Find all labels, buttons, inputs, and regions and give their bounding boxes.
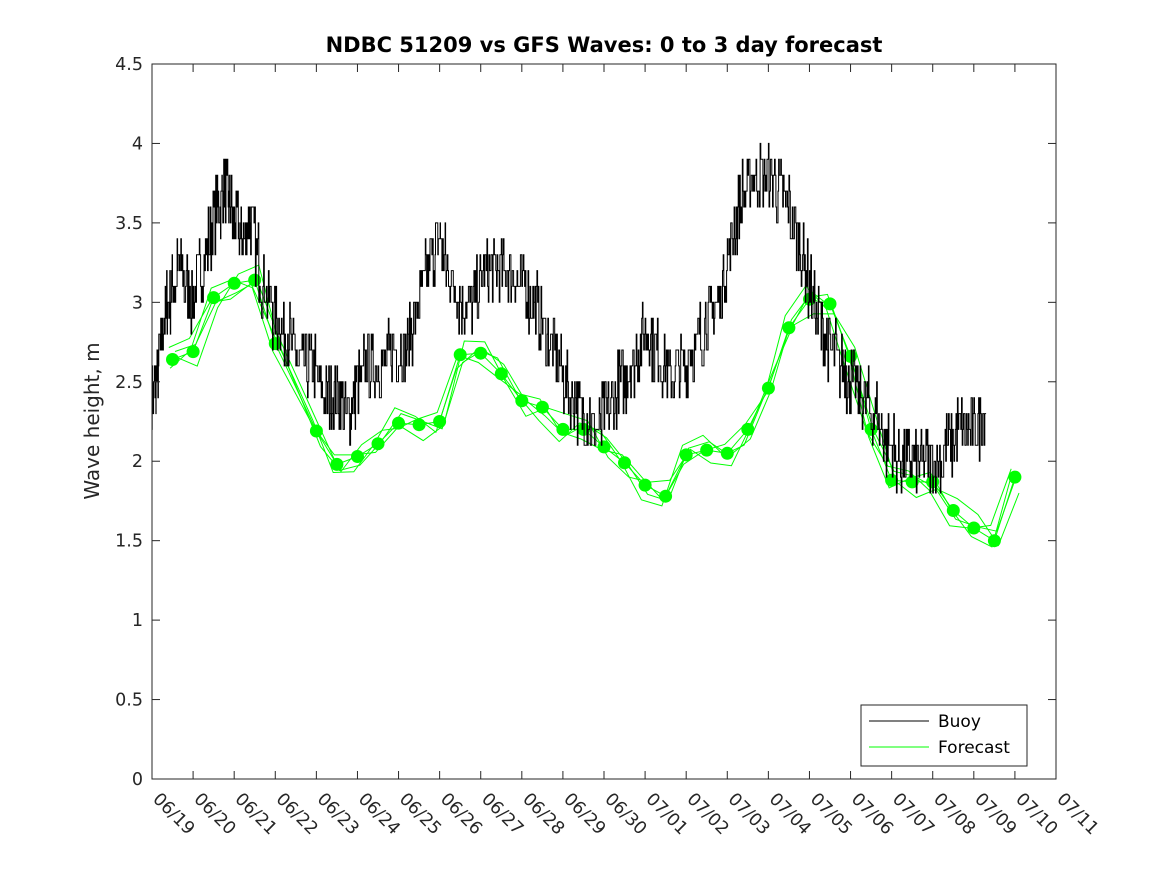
- forecast-point: [987, 534, 1001, 548]
- forecast-point: [823, 297, 837, 311]
- x-tick-label: 07/02: [683, 789, 733, 839]
- forecast-point: [433, 415, 447, 428]
- x-tick-label: 06/29: [559, 789, 609, 839]
- forecast-point: [166, 353, 179, 366]
- series-line-buoy: [151, 142, 987, 494]
- x-tick-label: 06/24: [354, 789, 404, 839]
- series-line-forecast: [168, 282, 1012, 529]
- legend: Buoy Forecast: [860, 704, 1028, 767]
- forecast-point: [494, 367, 508, 381]
- forecast-point: [761, 381, 775, 395]
- x-tick-label: 06/25: [395, 789, 445, 839]
- legend-label-forecast: Forecast: [938, 738, 1010, 758]
- x-tick-label: 06/28: [518, 789, 568, 839]
- chart-title: NDBC 51209 vs GFS Waves: 0 to 3 day fore…: [326, 33, 883, 57]
- x-tick-label: 06/19: [148, 789, 198, 839]
- forecast-point: [207, 291, 221, 305]
- forecast-point: [474, 346, 488, 360]
- x-tick-label: 07/07: [888, 789, 938, 839]
- legend-label-buoy: Buoy: [938, 712, 981, 732]
- forecast-point: [248, 273, 262, 287]
- forecast-point: [700, 443, 714, 457]
- x-tick-label: 06/21: [231, 789, 281, 839]
- x-tick-label: 07/10: [1011, 789, 1061, 839]
- y-tick-label: 2.5: [115, 373, 143, 393]
- y-tick-label: 4.5: [115, 55, 143, 75]
- x-tick-label: 06/26: [436, 789, 486, 839]
- y-tick-label: 4: [132, 134, 143, 154]
- y-tick-label: 2: [132, 452, 143, 472]
- forecast-point: [638, 478, 652, 492]
- forecast-point: [309, 424, 323, 438]
- forecast-point: [515, 394, 529, 408]
- y-tick-label: 1: [132, 611, 143, 631]
- forecast-point: [597, 440, 611, 454]
- forecast-point: [679, 448, 693, 462]
- forecast-point: [227, 276, 241, 290]
- forecast-point: [556, 422, 570, 436]
- forecast-point: [741, 422, 755, 436]
- forecast-point: [330, 457, 344, 471]
- y-tick-label: 1.5: [115, 532, 143, 552]
- x-tick-label: 06/23: [313, 789, 363, 839]
- x-tick-label: 06/27: [477, 789, 527, 839]
- forecast-point: [720, 446, 734, 460]
- x-tick-label: 07/04: [765, 789, 815, 839]
- forecast-point: [1008, 470, 1022, 484]
- forecast-point: [535, 400, 549, 414]
- x-tick-label: 07/01: [642, 789, 692, 839]
- x-tick-label: 07/03: [724, 789, 774, 839]
- y-axis-label: Wave height, m: [80, 342, 104, 499]
- forecast-point: [412, 418, 426, 432]
- y-axis: 0 0.5 1 1.5 2 2.5 3 3.5 4 4.5: [115, 55, 1056, 790]
- forecast-point: [186, 345, 200, 359]
- y-tick-label: 3: [132, 293, 143, 313]
- forecast-layer: [166, 264, 1022, 548]
- x-tick-label: 06/22: [272, 789, 322, 839]
- x-tick-label: 07/11: [1052, 789, 1102, 839]
- legend-box: [860, 704, 1028, 767]
- y-tick-label: 0.5: [115, 691, 143, 711]
- forecast-point: [946, 504, 960, 517]
- forecast-point: [782, 321, 796, 335]
- x-tick-label: 07/09: [970, 789, 1020, 839]
- forecast-point: [967, 521, 981, 535]
- forecast-point: [905, 475, 919, 489]
- forecast-point: [351, 450, 364, 463]
- forecast-point: [618, 456, 631, 470]
- x-tick-label: 07/08: [929, 789, 979, 839]
- y-tick-label: 3.5: [115, 214, 143, 234]
- x-tick-label: 07/05: [806, 789, 856, 839]
- forecast-point: [659, 489, 673, 503]
- buoy-layer: [151, 142, 987, 494]
- x-tick-label: 06/30: [600, 789, 650, 839]
- x-tick-label: 07/06: [847, 789, 897, 839]
- x-tick-label: 06/20: [190, 789, 240, 839]
- forecast-point: [371, 437, 385, 451]
- forecast-point: [392, 416, 405, 430]
- forecast-point: [453, 348, 467, 362]
- y-tick-label: 0: [132, 770, 143, 790]
- forecast-point: [885, 473, 899, 487]
